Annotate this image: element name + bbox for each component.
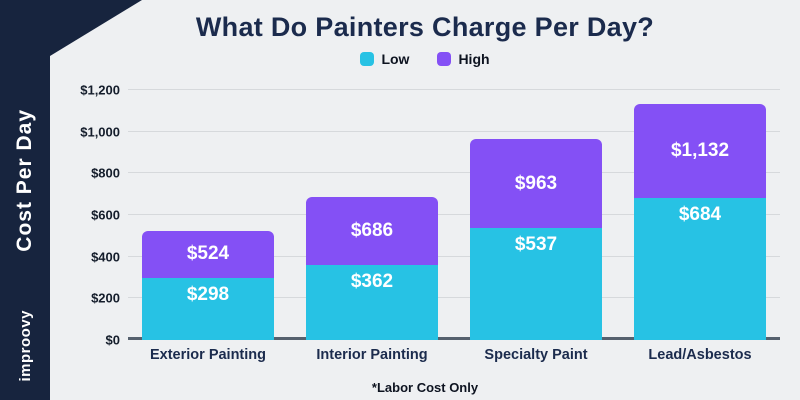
y-tick-label: $1,000 [80, 124, 120, 140]
gridline [128, 172, 780, 174]
bar-value-label-high: $963 [514, 172, 558, 194]
chart: $0 $200 $400 $600 $800 $1,000 $1,200 $524 $298 $… [64, 83, 780, 363]
legend-item-low: Low [360, 51, 409, 67]
bar-segment-high: $686 [306, 197, 438, 265]
bar-group: $686 $362 [306, 90, 438, 340]
bar-segment-low: $362 [306, 264, 438, 340]
y-tick-label: $800 [91, 165, 120, 181]
gridline [128, 130, 780, 132]
legend-swatch-low [360, 52, 375, 66]
x-axis-labels: Exterior Painting Interior Painting Specia… [128, 347, 780, 363]
bar-segment-high: $1,132 [634, 104, 766, 198]
x-axis-label: Interior Painting [316, 347, 428, 363]
x-axis-baseline [128, 337, 780, 340]
x-axis-label: Lead/Asbestos [648, 347, 752, 363]
bar-value-label-high: $686 [350, 219, 394, 241]
legend: Low High [50, 51, 800, 67]
bar-segment-high: $963 [470, 139, 602, 229]
gridline [128, 89, 780, 90]
y-tick-label: $0 [105, 332, 120, 348]
legend-item-high: High [437, 51, 490, 67]
gridline [128, 297, 780, 299]
improovy-logo: improovy [0, 296, 50, 396]
y-tick-label: $400 [91, 249, 120, 265]
legend-swatch-high [437, 52, 452, 66]
bar-value-label-low: $684 [678, 203, 722, 225]
improovy-logo-text: improovy [16, 310, 34, 382]
bar-group: $524 $298 [142, 90, 274, 340]
legend-label: High [458, 51, 490, 67]
y-tick-label: $200 [91, 290, 120, 306]
chart-main-area: What Do Painters Charge Per Day? Low High… [50, 0, 800, 400]
bars-container: $524 $298 $686 $362 $963 $537 $1,132 $684 [142, 90, 766, 340]
bar-segment-high: $524 [142, 230, 274, 278]
bar-value-label-high: $524 [186, 243, 230, 265]
y-tick-label: $600 [91, 207, 120, 223]
bar-segment-low: $298 [142, 277, 274, 340]
legend-label: Low [381, 51, 410, 67]
bar-value-label-high: $1,132 [670, 139, 730, 161]
bar-group: $963 $537 [470, 90, 602, 340]
footnote: *Labor Cost Only [371, 380, 479, 395]
bar-group: $1,132 $684 [634, 90, 766, 340]
sidebar-corner-triangle [50, 0, 142, 56]
x-axis-label: Specialty Paint [484, 347, 588, 363]
y-tick-label: $1,200 [80, 82, 120, 98]
y-axis-title: Cost Per Day [0, 30, 50, 330]
gridline [128, 214, 780, 215]
bar-value-label-low: $537 [514, 234, 558, 256]
plot-area: $524 $298 $686 $362 $963 $537 $1,132 $684 [128, 89, 780, 340]
gridline [128, 255, 780, 257]
bar-value-label-low: $298 [186, 283, 230, 305]
bar-segment-low: $684 [634, 197, 766, 340]
bar-segment-low: $537 [470, 228, 602, 340]
bar-value-label-low: $362 [350, 270, 394, 292]
x-axis-label: Exterior Painting [149, 347, 267, 363]
chart-title: What Do Painters Charge Per Day? [195, 12, 655, 42]
y-axis-title-text: Cost Per Day [13, 108, 36, 252]
chart-inner: $0 $200 $400 $600 $800 $1,000 $1,200 $524 $298 $… [64, 83, 780, 348]
left-navy-sidebar [0, 0, 50, 400]
y-axis: $0 $200 $400 $600 $800 $1,000 $1,200 [64, 83, 128, 348]
